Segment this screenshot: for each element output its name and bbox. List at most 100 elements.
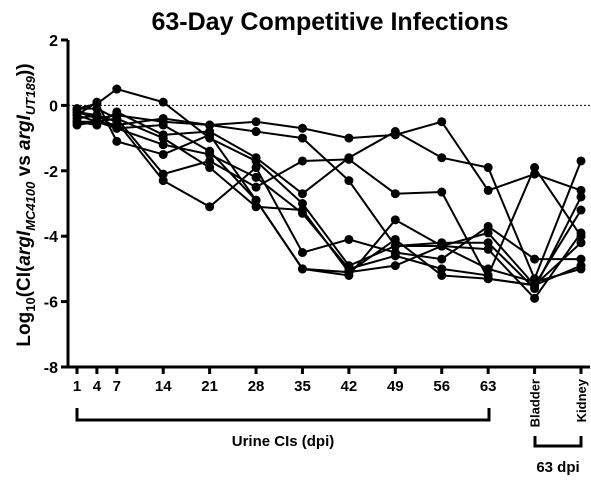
data-point [72,117,82,127]
y-tick-label: -8 [44,360,58,377]
x-tick-label: 56 [433,378,450,395]
x-tick-label: 42 [341,378,358,395]
data-point [72,110,82,120]
data-point [390,234,400,244]
data-point [530,163,540,173]
y-label-part: vs [14,150,35,182]
x-tick-label: 7 [113,378,121,395]
x-tick-label: 35 [294,378,311,395]
data-point [344,234,354,244]
data-point [205,156,215,166]
data-point [483,228,493,238]
data-point [483,244,493,254]
data-point [483,264,493,274]
data-point [205,202,215,212]
data-point [158,149,168,159]
y-tick-label: -6 [44,295,58,312]
data-point [437,264,447,274]
x-tick-label: 4 [93,378,102,395]
data-point [297,156,307,166]
data-point [483,185,493,195]
x-tick-label: 28 [248,378,265,395]
y-label-part: UT189 [23,75,38,115]
data-point [390,215,400,225]
data-point [112,113,122,123]
data-point [576,228,586,238]
chart-title: 63-Day Competitive Infections [151,8,508,36]
data-point [437,241,447,251]
data-point [483,238,493,248]
data-point [437,254,447,264]
data-point [437,153,447,163]
data-point [530,280,540,290]
y-label-part: )) [14,63,35,76]
organ-bracket [533,436,583,448]
data-point [251,182,261,192]
data-point [158,133,168,143]
data-point [251,163,261,173]
y-label-part: 10 [23,297,38,311]
data-point [112,84,122,94]
x-tick-label: 1 [73,378,81,395]
x-tick-label: 63 [480,378,497,395]
data-point [297,189,307,199]
data-point [158,97,168,107]
data-point [251,153,261,163]
y-tick-label: -4 [44,229,58,246]
data-point [576,192,586,202]
data-point [297,248,307,258]
data-point [390,248,400,258]
data-point [390,241,400,251]
x-tick-label: 14 [155,378,172,395]
data-point [483,163,493,173]
data-point [205,146,215,156]
data-point [158,120,168,130]
data-point [251,172,261,182]
data-point [205,120,215,130]
data-point [205,130,215,140]
data-point [92,117,102,127]
x-tick-label: Bladder [528,379,543,427]
data-point [205,163,215,173]
data-point [344,154,354,164]
data-point [576,205,586,215]
data-point [92,110,102,120]
data-point [390,261,400,271]
data-point [297,205,307,215]
data-point [251,127,261,137]
data-point [390,189,400,199]
y-label-part: MC4100 [23,181,38,231]
data-point [483,274,493,284]
data-point [576,254,586,264]
urine-bracket [75,408,491,422]
annotation: 63 dpi [536,459,579,476]
data-point [576,261,586,271]
x-tick-label: 49 [387,378,404,395]
data-point [72,104,82,114]
x-tick-label: Kidney [574,378,589,422]
data-point [483,221,493,231]
data-point [344,176,354,186]
data-point [251,195,261,205]
annotation: Urine CIs (dpi) [232,433,335,450]
y-tick-label: -2 [44,164,58,181]
series-line [76,87,582,287]
data-point [158,113,168,123]
data-point [390,127,400,137]
y-label-part: Log [14,312,35,347]
data-point [92,97,102,107]
brackets [75,408,583,448]
y-tick-label: 2 [49,33,58,50]
y-label-part: (CI( [14,265,35,297]
data-point [112,123,122,133]
series-line [77,120,582,284]
data-point [297,123,307,133]
y-label-part: argI [14,230,35,266]
data-point [437,187,447,197]
data-point [576,185,586,195]
data-point [112,136,122,146]
data-point [297,199,307,208]
y-axis-label: Log10(CI(argIMC4100 vs argIUT189)) [14,63,38,346]
data-point [437,270,447,280]
